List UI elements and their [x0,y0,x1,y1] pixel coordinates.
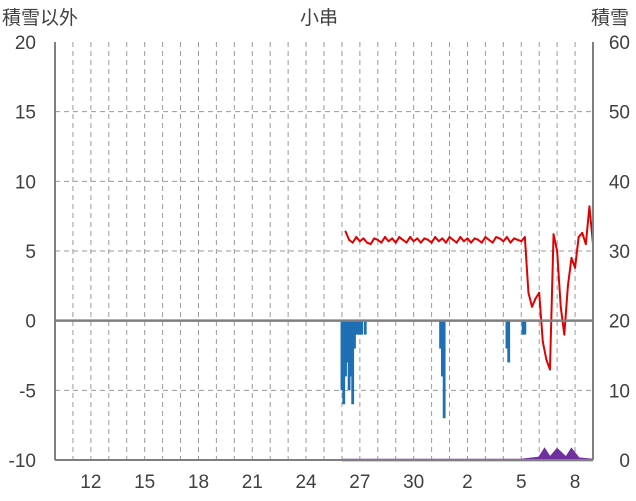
temp-line-segment [505,236,512,244]
left-tick-label: 20 [15,33,36,54]
precip-bar [439,320,442,349]
temp-line-segment [527,291,534,308]
right-axis-label: 積雪 [591,8,630,29]
temp-line-segment [444,236,451,244]
precip-bar [358,320,362,335]
left-tick-label: 10 [15,172,36,193]
right-tick-label: 40 [609,172,630,193]
x-tick-label: 2 [462,472,473,493]
precip-bar [440,320,444,377]
x-tick-label: 27 [349,472,370,493]
x-tick-label: 8 [570,472,581,493]
temp-line-segment [491,236,498,244]
x-tick-label: 5 [516,472,527,493]
precip-bar [349,320,353,377]
temp-line-segment [531,297,537,308]
precip-bar [442,320,446,419]
temp-line-segment [574,236,580,269]
precip-bar [342,320,346,405]
x-tick-label: 12 [80,472,101,493]
precip-bar [353,320,356,349]
right-tick-label: 10 [609,381,630,402]
precip-bar [521,320,525,335]
chart-title: 小串 [300,8,339,29]
temp-line-segment [523,236,530,294]
left-tick-label: 5 [25,242,36,263]
temp-line-segment [552,233,559,252]
precip-bar [351,320,355,405]
temp-series [344,205,594,371]
precip-bar [523,320,527,335]
temp-line-segment [480,236,487,244]
right-tick-label: 50 [609,103,630,124]
temp-line-segment [556,250,562,308]
precip-bar [507,320,511,363]
precip-bar [344,320,347,377]
x-tick-label: 24 [295,472,317,493]
precip-bar [356,320,360,335]
precip-bar [505,320,509,349]
temp-line-segment [405,236,412,244]
precip-bar [345,320,349,363]
x-tick-label: 15 [134,472,155,493]
right-tick-label: 60 [609,33,630,54]
x-tick-label: 21 [242,472,263,493]
temp-line-segment [538,291,544,343]
temp-line-segment [430,236,437,244]
left-tick-label: 15 [15,103,36,124]
temp-line-segment [380,236,386,244]
precip-series [340,320,527,419]
temp-line-segment [344,230,351,241]
grid-lines [55,42,593,460]
right-tick-label: 30 [609,242,630,263]
temp-line-segment [394,236,401,244]
temp-line-segment [541,340,548,361]
precip-bar [347,320,351,391]
temp-line-segment [548,233,555,371]
precip-bar [363,320,367,335]
x-tick-label: 18 [188,472,209,493]
precip-bar [360,320,364,335]
left-axis-label: 積雪以外 [2,8,79,29]
left-tick-label: 0 [25,312,36,333]
temp-line-segment [351,236,358,244]
temp-line-segment [584,205,591,246]
temp-line-segment [455,236,462,244]
right-tick-label: 20 [609,312,630,333]
left-tick-label: -5 [19,381,36,402]
axis-frame [54,42,594,461]
temp-line-segment [563,284,569,336]
precip-bar [354,320,358,335]
temp-line-segment [566,256,573,287]
temp-line-segment [369,237,376,246]
precip-bar [340,320,344,391]
x-tick-label: 30 [403,472,424,493]
left-tick-label: -10 [9,451,36,472]
right-tick-label: 0 [619,451,630,472]
